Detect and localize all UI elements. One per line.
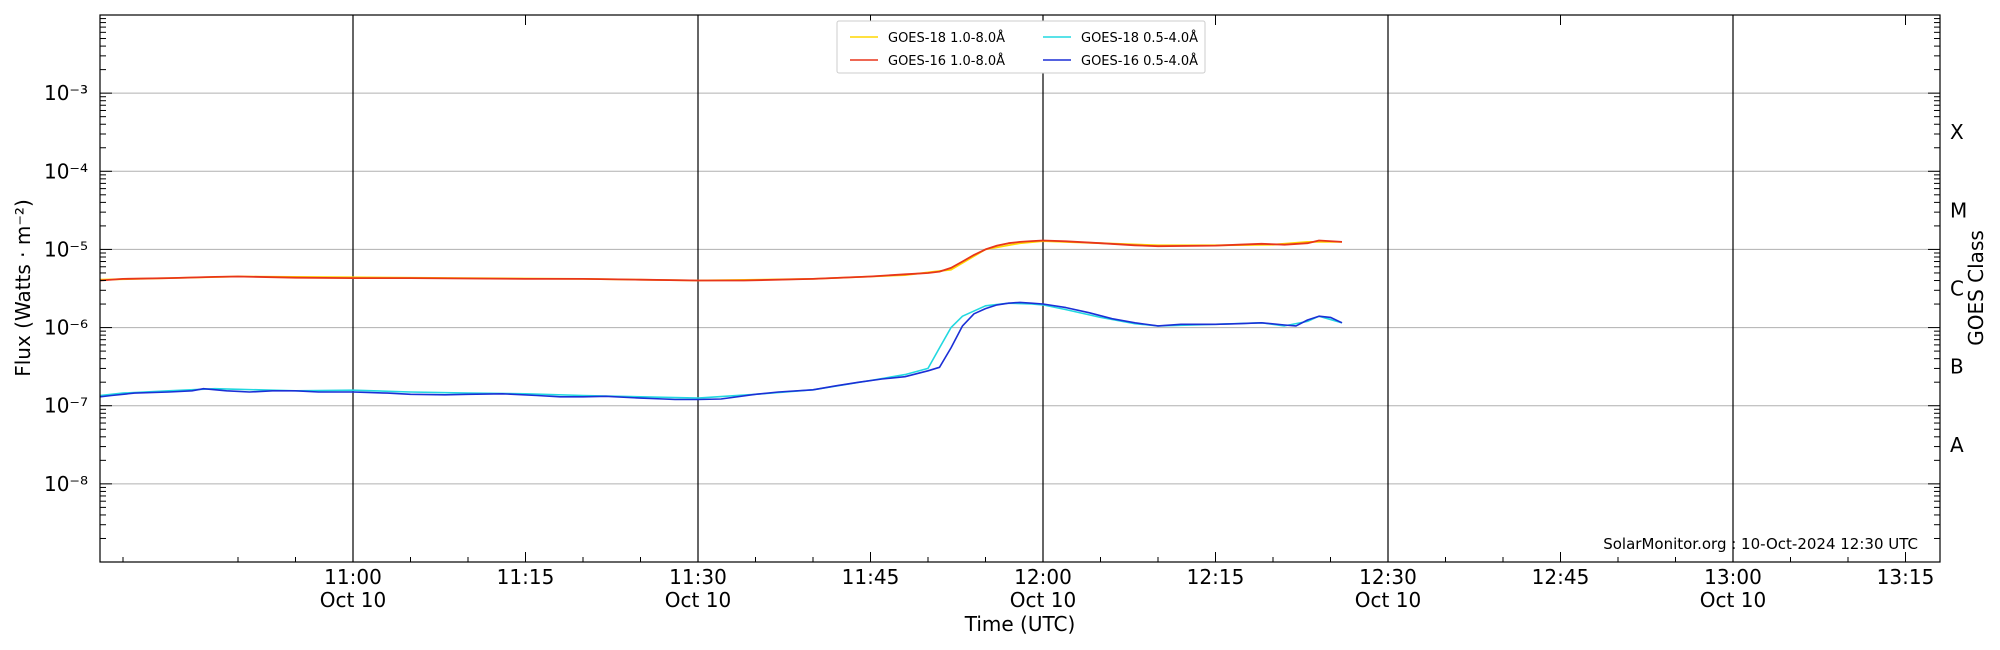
goes-class-label: A <box>1950 433 1964 457</box>
goes-class-labels: A B C M X <box>1950 120 1967 457</box>
legend: GOES-18 1.0-8.0Å GOES-16 1.0-8.0Å GOES-18 … <box>836 20 1206 74</box>
axis-ticks <box>100 15 1940 563</box>
x-tick-label: 12:00 <box>1014 565 1072 589</box>
x-tick-label: 11:00 <box>324 565 382 589</box>
plot-series <box>99 239 1343 401</box>
x-tick-label: 13:00 <box>1704 565 1762 589</box>
goes-class-label: M <box>1950 198 1967 222</box>
x-tick-label: 11:15 <box>497 565 555 589</box>
x-tick-label: 12:45 <box>1532 565 1590 589</box>
legend-label: GOES-18 1.0-8.0Å <box>888 30 1005 46</box>
x-tick-label: 12:15 <box>1187 565 1245 589</box>
plot-frame <box>99 14 1941 563</box>
goes-class-label: C <box>1950 277 1964 301</box>
goes-class-label: B <box>1950 355 1964 379</box>
legend-label: GOES-18 0.5-4.0Å <box>1081 30 1198 46</box>
x-tick-date-label: Oct 10 <box>320 588 386 612</box>
x-tick-date-label: Oct 10 <box>665 588 731 612</box>
legend-label: GOES-16 1.0-8.0Å <box>888 53 1005 69</box>
x-axis-title: Time (UTC) <box>964 612 1076 636</box>
x-tick-label: 13:15 <box>1877 565 1935 589</box>
y-tick-labels: 10⁻⁸ 10⁻⁷ 10⁻⁶ 10⁻⁵ 10⁻⁴ 10⁻³ <box>44 81 88 496</box>
grid-lines <box>100 92 1940 485</box>
legend-box <box>836 20 1206 74</box>
x-tick-date-label: Oct 10 <box>1700 588 1766 612</box>
vertical-time-markers <box>352 15 1734 562</box>
y-tick-label: 10⁻³ <box>44 81 88 105</box>
series-line-1 <box>99 239 1343 282</box>
x-tick-label: 12:30 <box>1359 565 1417 589</box>
x-tick-date-label: Oct 10 <box>1010 588 1076 612</box>
x-tick-label: 11:30 <box>669 565 727 589</box>
y-tick-label: 10⁻⁴ <box>44 159 88 183</box>
goes-class-label: X <box>1950 120 1964 144</box>
y-tick-label: 10⁻⁷ <box>44 394 88 418</box>
x-tick-label: 11:45 <box>842 565 900 589</box>
y-axis-title: Flux (Watts · m⁻²) <box>11 199 35 377</box>
y2-axis-title: GOES Class <box>1964 230 1988 346</box>
watermark: SolarMonitor.org : 10-Oct-2024 12:30 UTC <box>1603 535 1918 553</box>
y-tick-label: 10⁻⁵ <box>44 237 88 261</box>
y-tick-label: 10⁻⁶ <box>44 316 88 340</box>
x-tick-date-label: Oct 10 <box>1355 588 1421 612</box>
series-line-3 <box>99 301 1343 401</box>
y-tick-label: 10⁻⁸ <box>44 472 88 496</box>
legend-label: GOES-16 0.5-4.0Å <box>1081 53 1198 69</box>
